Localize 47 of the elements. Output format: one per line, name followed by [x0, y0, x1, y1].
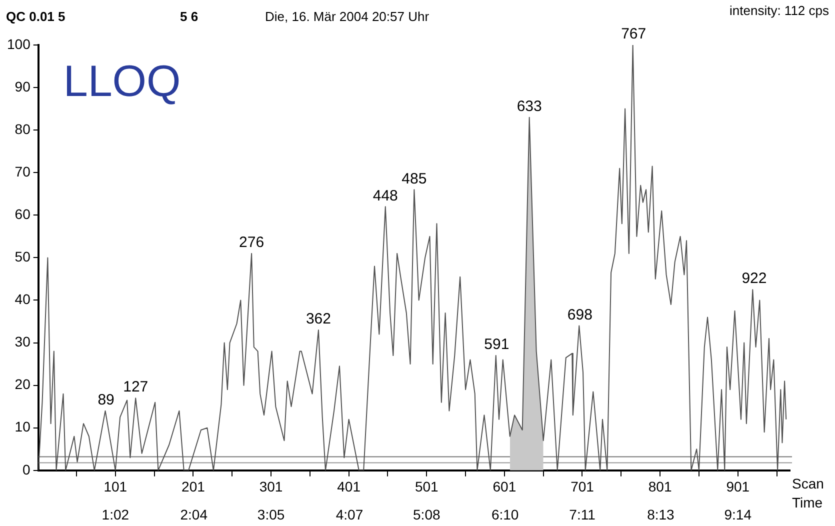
x2-tick-label: 4:07 — [336, 506, 364, 522]
annotation: 633 — [516, 98, 542, 115]
x-tick-label: 101 — [104, 478, 128, 495]
text: 5 6 — [180, 9, 198, 24]
x-axis-title: Scan — [792, 475, 824, 492]
y-tick-label: 40 — [14, 291, 31, 308]
x2-axis-title: Time — [792, 494, 823, 510]
x-tick-label: 501 — [414, 478, 439, 495]
x-tick-label: 301 — [259, 478, 283, 495]
annotation: 922 — [742, 270, 767, 288]
annotation: 362 — [306, 310, 331, 328]
y-tick-label: 60 — [14, 206, 31, 222]
annotation: 698 — [567, 306, 592, 324]
annotation: 591 — [484, 336, 510, 354]
annotation: 485 — [402, 170, 427, 188]
x-tick-label: 601 — [492, 478, 516, 495]
y-tick-label: 0 — [22, 461, 31, 478]
y-tick-label: 80 — [14, 120, 31, 137]
x2-tick-label: 5:08 — [413, 506, 440, 522]
x2-tick-label: 7:11 — [569, 506, 596, 522]
text: intensity: 112 cps — [730, 3, 830, 18]
y-tick-label: 50 — [14, 248, 31, 265]
x2-tick-label: 8:13 — [647, 506, 675, 522]
x-tick-label: 401 — [337, 478, 361, 495]
chart-title: LLOQ — [63, 57, 181, 106]
x2-tick-label: 9:14 — [724, 506, 752, 522]
annotation: 127 — [123, 378, 148, 396]
x2-tick-label: 3:05 — [257, 506, 285, 522]
x-tick-label: 901 — [726, 478, 750, 495]
x2-tick-label: 6:10 — [491, 506, 519, 522]
annotation: 767 — [621, 26, 646, 43]
y-tick-label: 90 — [14, 78, 31, 94]
x-tick-label: 201 — [182, 478, 206, 495]
y-tick-label: 10 — [14, 418, 31, 435]
y-tick-label: 100 — [7, 36, 31, 52]
annotation: 448 — [372, 187, 398, 204]
text: QC 0.01 5 — [6, 9, 66, 24]
y-tick-label: 30 — [14, 334, 31, 350]
x2-tick-label: 2:04 — [180, 506, 208, 522]
x2-tick-label: 1:02 — [102, 506, 130, 522]
y-tick-label: 70 — [14, 163, 31, 180]
y-tick-label: 20 — [14, 376, 31, 392]
annotation: 89 — [98, 391, 114, 408]
x-tick-label: 801 — [648, 478, 672, 495]
x-tick-label: 701 — [570, 478, 594, 495]
text: Die, 16. Mär 2004 20:57 Uhr — [265, 9, 430, 24]
annotation: 276 — [239, 234, 264, 252]
